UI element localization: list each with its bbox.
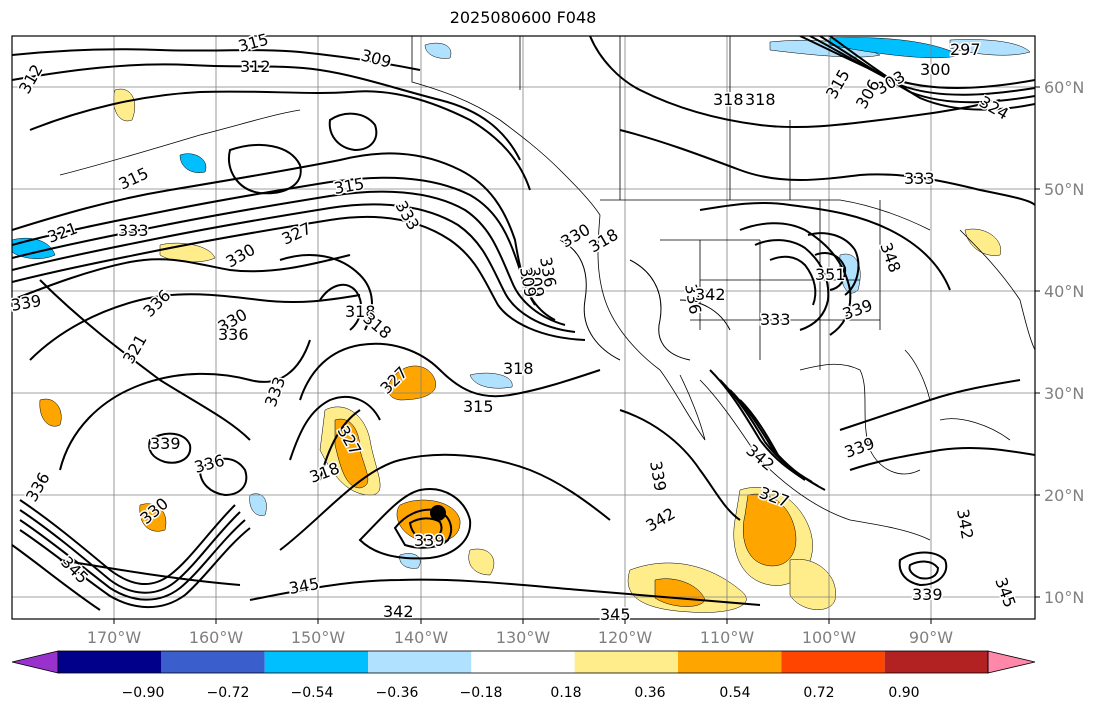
colorbar-segment xyxy=(574,651,678,673)
contour-label: 318 xyxy=(345,302,376,321)
contour-label: 312 xyxy=(240,57,271,76)
colorbar-tick-label: 0.18 xyxy=(550,685,581,701)
thin-contours xyxy=(559,239,731,361)
shading-negative xyxy=(424,42,452,59)
colorbar-segment xyxy=(368,651,472,673)
colorbar-tick-label: 0.36 xyxy=(634,685,665,701)
shading-positive xyxy=(387,365,436,401)
contour-label: 336 xyxy=(218,325,249,344)
latitude-labels: 60°N 50°N 40°N 30°N 20°N 10°N xyxy=(1044,78,1084,607)
contour-label: 318 xyxy=(713,90,744,109)
contour-label: 318 xyxy=(503,359,534,378)
colorbar-segment xyxy=(678,651,782,673)
colorbar-segment xyxy=(781,651,885,673)
contour-label: 339 xyxy=(414,531,445,550)
colorbar-segment xyxy=(884,651,988,673)
lon-label: 130°W xyxy=(496,628,551,647)
colorbar-outline xyxy=(57,650,989,674)
shading-negative xyxy=(949,39,1031,56)
contour-label: 318 xyxy=(745,90,776,109)
longitude-labels: 170°W 160°W 150°W 140°W 130°W 120°W 110°… xyxy=(87,628,953,647)
colorbar-extend-low xyxy=(11,650,59,674)
contour-label: 342 xyxy=(695,285,726,304)
lon-label: 100°W xyxy=(802,628,857,647)
shading-negative xyxy=(179,153,207,173)
us-state-lines xyxy=(660,200,881,370)
contour-label: 315 xyxy=(463,397,494,416)
colorbar-tick-label: −0.90 xyxy=(122,685,165,701)
colorbar-tick-label: 0.54 xyxy=(719,685,750,701)
baja-california xyxy=(659,369,706,441)
contour-label: 339 xyxy=(912,585,943,604)
colorbar-tick-label: −0.54 xyxy=(291,685,334,701)
lat-label: 30°N xyxy=(1044,384,1084,403)
axis-ticks xyxy=(113,86,1040,624)
shading-positive xyxy=(742,493,797,567)
lon-label: 150°W xyxy=(291,628,346,647)
lon-label: 110°W xyxy=(700,628,755,647)
lon-label: 140°W xyxy=(394,628,449,647)
shading-negative xyxy=(829,37,961,59)
contour-label: 297 xyxy=(950,40,981,59)
shading-positive xyxy=(468,548,495,576)
mexico-west-coast xyxy=(699,379,931,541)
alaska-coast xyxy=(411,36,601,216)
shading-positive xyxy=(39,398,62,427)
lon-label: 120°W xyxy=(598,628,653,647)
us-west-coast xyxy=(597,214,661,371)
colorbar-segment xyxy=(58,651,162,673)
contour-label: 345 xyxy=(287,574,320,598)
contour-label: 333 xyxy=(118,221,149,240)
colorbar-tick-label: −0.36 xyxy=(376,685,419,701)
colorbar-segment xyxy=(161,651,265,673)
colorbar-tick-label: 0.90 xyxy=(888,685,919,701)
colorbar xyxy=(11,650,1036,674)
lat-label: 20°N xyxy=(1044,486,1084,505)
contour-label: 300 xyxy=(920,60,951,79)
contour-label: 333 xyxy=(904,169,935,188)
colorbar-segment xyxy=(264,651,368,673)
contour-label: 333 xyxy=(760,310,791,329)
contour-label: 342 xyxy=(383,602,414,621)
contour-label: 339 xyxy=(150,434,181,453)
shading-negative xyxy=(12,237,56,259)
colorbar-segment xyxy=(471,651,575,673)
gulf-of-mexico-coast xyxy=(799,363,921,475)
contour-lines xyxy=(12,36,1035,611)
lon-label: 170°W xyxy=(87,628,142,647)
colorbar-tick-label: 0.72 xyxy=(803,685,834,701)
canada-interior-lines xyxy=(519,36,791,200)
colorbar-tick-labels: −0.90 −0.72 −0.54 −0.36 −0.18 0.18 0.36 … xyxy=(122,685,920,701)
map-background xyxy=(12,36,1035,619)
lon-label: 90°W xyxy=(909,628,953,647)
shading-positive xyxy=(334,418,369,489)
contour-label: 351 xyxy=(815,265,846,284)
colorbar-tick-label: −0.72 xyxy=(207,685,250,701)
shading-negative xyxy=(249,493,267,516)
lat-label: 50°N xyxy=(1044,180,1084,199)
florida-coast xyxy=(904,349,931,401)
shading-negative xyxy=(469,372,513,389)
us-canada-border xyxy=(600,199,931,231)
coastlines xyxy=(59,36,1035,541)
lat-label: 40°N xyxy=(1044,282,1084,301)
storm-center-marker xyxy=(430,505,446,521)
lon-label: 160°W xyxy=(189,628,244,647)
cuba-coast xyxy=(939,418,1011,441)
shading-positive xyxy=(964,228,1001,256)
aleutian-islands xyxy=(59,109,301,176)
map-title: 2025080600 F048 xyxy=(449,8,597,27)
east-us-coast xyxy=(959,229,1035,351)
contour-label: 345 xyxy=(600,605,631,624)
lat-label: 10°N xyxy=(1044,588,1084,607)
shading-positive xyxy=(139,503,167,532)
lat-label: 60°N xyxy=(1044,78,1084,97)
colorbar-extend-high xyxy=(987,650,1036,674)
colorbar-tick-label: −0.18 xyxy=(460,685,503,701)
